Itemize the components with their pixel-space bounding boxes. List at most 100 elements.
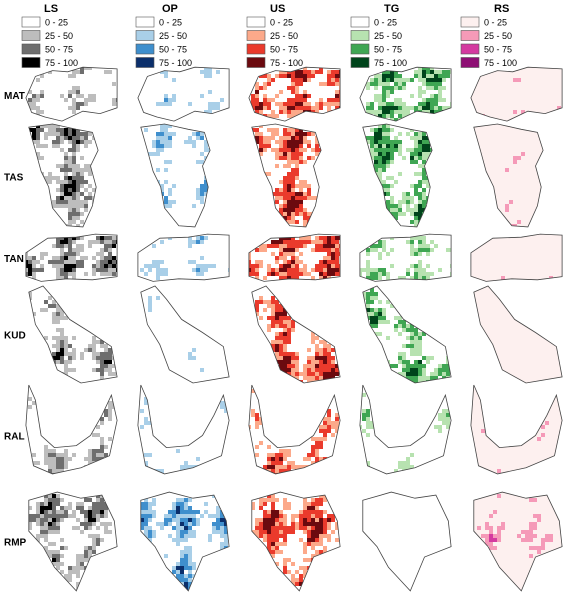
map-cell [402, 344, 406, 348]
map-cell [263, 140, 267, 144]
map-cell [64, 510, 68, 514]
map-cell [398, 320, 402, 324]
map-cell [406, 78, 410, 82]
legend-label-tg-3: 75 - 100 [374, 58, 407, 68]
map-cell [307, 156, 311, 160]
map-cell [48, 498, 52, 502]
map-cell [279, 148, 283, 152]
legend-title-us: US [270, 3, 285, 15]
map-cell [319, 522, 323, 526]
map-cell [72, 453, 76, 457]
map-cell [374, 78, 378, 82]
map-outline [248, 66, 341, 122]
map-cell [323, 360, 327, 364]
map-cell [378, 300, 382, 304]
map-cell [295, 102, 299, 106]
map-cell [88, 172, 92, 176]
row-label-tas: TAS [4, 173, 24, 184]
map-cell [160, 140, 164, 144]
map-cell [88, 498, 92, 502]
map-cell [32, 453, 36, 457]
map-cell [331, 372, 335, 376]
map-cell [311, 70, 315, 74]
map-cell [303, 570, 307, 574]
map-cell [390, 118, 394, 122]
map-cell [485, 522, 489, 526]
map-cell [378, 312, 382, 316]
map-cell [366, 292, 370, 296]
map-cell [331, 78, 335, 82]
map-cell [108, 252, 112, 256]
map-cell [295, 200, 299, 204]
map-cell [279, 240, 283, 244]
map-cell [112, 240, 116, 244]
map-base [470, 67, 563, 122]
map-cell [426, 70, 430, 74]
map-cell [100, 506, 104, 510]
map-cell [394, 148, 398, 152]
map-cell [76, 224, 80, 227]
map-cell [60, 332, 64, 336]
map-cell [204, 144, 208, 148]
map-cell [263, 522, 267, 526]
map-cell [331, 82, 335, 86]
map-cell [108, 356, 112, 360]
map-cell [200, 256, 204, 260]
map-cell [295, 264, 299, 268]
map-cell [287, 502, 291, 506]
map-cell [76, 469, 80, 473]
map-cell [287, 453, 291, 457]
map-cell [52, 465, 56, 469]
map-cell [533, 546, 537, 550]
map-cell [68, 260, 72, 264]
map-cell [64, 176, 68, 180]
map-tan-us [248, 233, 341, 282]
map-cell [319, 244, 323, 248]
map-cell [438, 98, 442, 102]
map-cell [271, 272, 275, 276]
map-cell [80, 220, 84, 224]
map-cell [72, 184, 76, 188]
map-cell [271, 514, 275, 518]
map-cell [382, 94, 386, 98]
map-cell [36, 522, 40, 526]
map-cell [176, 534, 180, 538]
map-cell [92, 457, 96, 461]
map-cell [382, 90, 386, 94]
map-cell [394, 208, 398, 212]
map-cell [104, 413, 108, 417]
map-cell [331, 248, 335, 252]
map-cell [64, 264, 68, 268]
map-cell [224, 409, 228, 413]
map-cell [394, 136, 398, 140]
map-cell [418, 144, 422, 148]
map-cell [299, 132, 303, 136]
map-cell [80, 248, 84, 252]
map-cell [291, 184, 295, 188]
map-cell [295, 368, 299, 372]
map-cell [88, 510, 92, 514]
map-cell [60, 128, 64, 132]
legend-title-rs: RS [494, 3, 509, 15]
map-cell [204, 184, 208, 188]
map-cell [287, 526, 291, 530]
map-cell [446, 425, 450, 429]
map-cell [390, 110, 394, 114]
map-cell [331, 74, 335, 78]
map-cell [331, 514, 335, 518]
map-cell [422, 67, 426, 70]
map-cell [283, 140, 287, 144]
map-cell [303, 550, 307, 554]
map-cell [311, 276, 315, 280]
map-cell [204, 188, 208, 192]
map-cell [378, 136, 382, 140]
map-cell [267, 316, 271, 320]
map-cell [160, 184, 164, 188]
map-cell [394, 82, 398, 86]
map-cell [497, 538, 501, 542]
map-cell [414, 132, 418, 136]
map-cell [410, 248, 414, 252]
map-cell [164, 136, 168, 140]
map-cell [180, 554, 184, 558]
map-cell [275, 268, 279, 272]
